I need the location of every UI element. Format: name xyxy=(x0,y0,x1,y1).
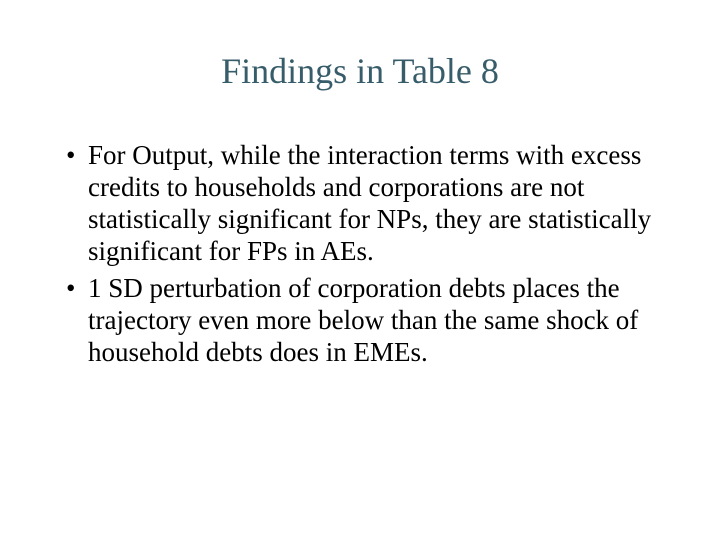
bullet-text: 1 SD perturbation of corporation debts p… xyxy=(88,273,638,367)
bullet-list: For Output, while the interaction terms … xyxy=(60,140,660,369)
slide-title: Findings in Table 8 xyxy=(60,50,660,92)
bullet-text: For Output, while the interaction terms … xyxy=(88,140,651,266)
bullet-item: 1 SD perturbation of corporation debts p… xyxy=(60,273,660,369)
slide: Findings in Table 8 For Output, while th… xyxy=(0,0,720,540)
bullet-item: For Output, while the interaction terms … xyxy=(60,140,660,267)
